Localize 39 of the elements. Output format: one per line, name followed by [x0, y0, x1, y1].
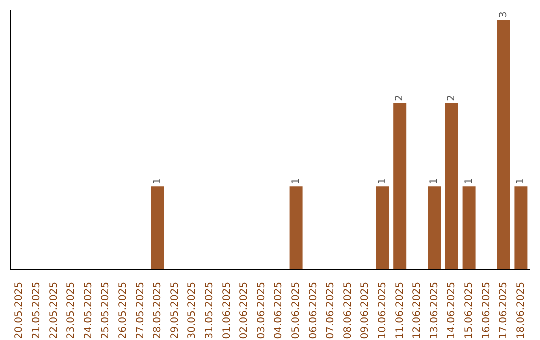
data-label: 1: [516, 178, 527, 185]
x-tick-label: 24.05.2025: [83, 282, 94, 340]
data-label: 2: [394, 94, 406, 102]
data-label: 1: [464, 178, 475, 185]
x-tick-label: 29.05.2025: [170, 282, 181, 340]
x-tick-label: 25.05.2025: [100, 282, 112, 340]
x-tick-label: 02.06.2025: [239, 282, 250, 340]
x-tick-label: 11.06.2025: [394, 282, 406, 340]
x-tick-label: 12.06.2025: [412, 282, 424, 340]
x-tick-label: 20.05.2025: [14, 282, 26, 340]
x-tick-label: 27.05.2025: [135, 282, 146, 340]
x-tick-label: 01.06.2025: [222, 282, 233, 340]
x-tick-label: 18.06.2025: [516, 282, 527, 340]
x-tick-label: 26.05.2025: [118, 282, 129, 340]
x-tick-label: 28.05.2025: [152, 282, 164, 340]
x-tick-label: 21.05.2025: [31, 282, 42, 340]
data-label: 1: [377, 178, 388, 185]
data-label: 1: [290, 178, 302, 185]
x-tick-label: 05.06.2025: [290, 282, 302, 340]
x-tick-label: 17.06.2025: [498, 282, 510, 340]
x-tick-label: 22.05.2025: [48, 282, 60, 340]
data-label: 3: [498, 12, 510, 18]
x-tick-label: 08.06.2025: [342, 282, 354, 340]
x-tick-label: 16.06.2025: [481, 282, 492, 340]
data-label: 2: [446, 94, 458, 102]
x-tick-label: 23.05.2025: [66, 282, 78, 340]
data-label: 1: [429, 178, 440, 185]
x-tick-label: 15.06.2025: [464, 282, 475, 340]
x-tick-label: 30.05.2025: [187, 282, 198, 340]
x-tick-label: 31.05.2025: [204, 282, 216, 340]
x-tick-label: 03.06.2025: [256, 282, 268, 340]
x-tick-label: 13.06.2025: [429, 282, 440, 340]
x-tick-label: 14.06.2025: [446, 282, 458, 340]
x-tick-label: 09.06.2025: [360, 282, 372, 340]
data-label: 1: [152, 178, 164, 185]
x-tick-label: 07.06.2025: [326, 282, 337, 340]
x-tick-label: 10.06.2025: [377, 282, 388, 340]
x-tick-label: 04.06.2025: [274, 282, 285, 340]
x-tick-label: 06.06.2025: [308, 282, 320, 340]
